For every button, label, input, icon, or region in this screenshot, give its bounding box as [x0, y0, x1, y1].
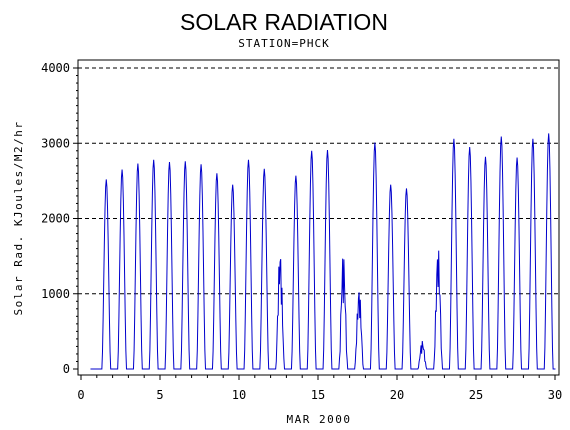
x-tick-label-30: 30 — [548, 388, 562, 402]
grid-lines — [78, 67, 559, 295]
y-tick-label-3000: 3000 — [41, 136, 70, 150]
x-tick-label-10: 10 — [232, 388, 246, 402]
x-axis-label: MAR 2000 — [287, 413, 352, 426]
x-tick-label-5: 5 — [156, 388, 163, 402]
axes: 0 1000 2000 3000 4000 0 5 10 15 20 25 30 — [41, 59, 562, 402]
y-tick-label-2000: 2000 — [41, 212, 70, 226]
y-tick-label-4000: 4000 — [41, 61, 70, 75]
series-line — [90, 133, 556, 370]
y-axis-label: Solar Rad. KJoules/M2/hr — [12, 121, 25, 316]
x-tick-label-25: 25 — [469, 388, 483, 402]
y-tick-label-0: 0 — [63, 362, 70, 376]
chart-subtitle: STATION=PHCK — [238, 37, 329, 50]
chart-title: SOLAR RADIATION — [180, 9, 388, 35]
x-tick-label-0: 0 — [77, 388, 84, 402]
x-tick-label-20: 20 — [390, 388, 404, 402]
x-tick-label-15: 15 — [311, 388, 325, 402]
plot-area — [90, 133, 556, 370]
y-tick-label-1000: 1000 — [41, 287, 70, 301]
